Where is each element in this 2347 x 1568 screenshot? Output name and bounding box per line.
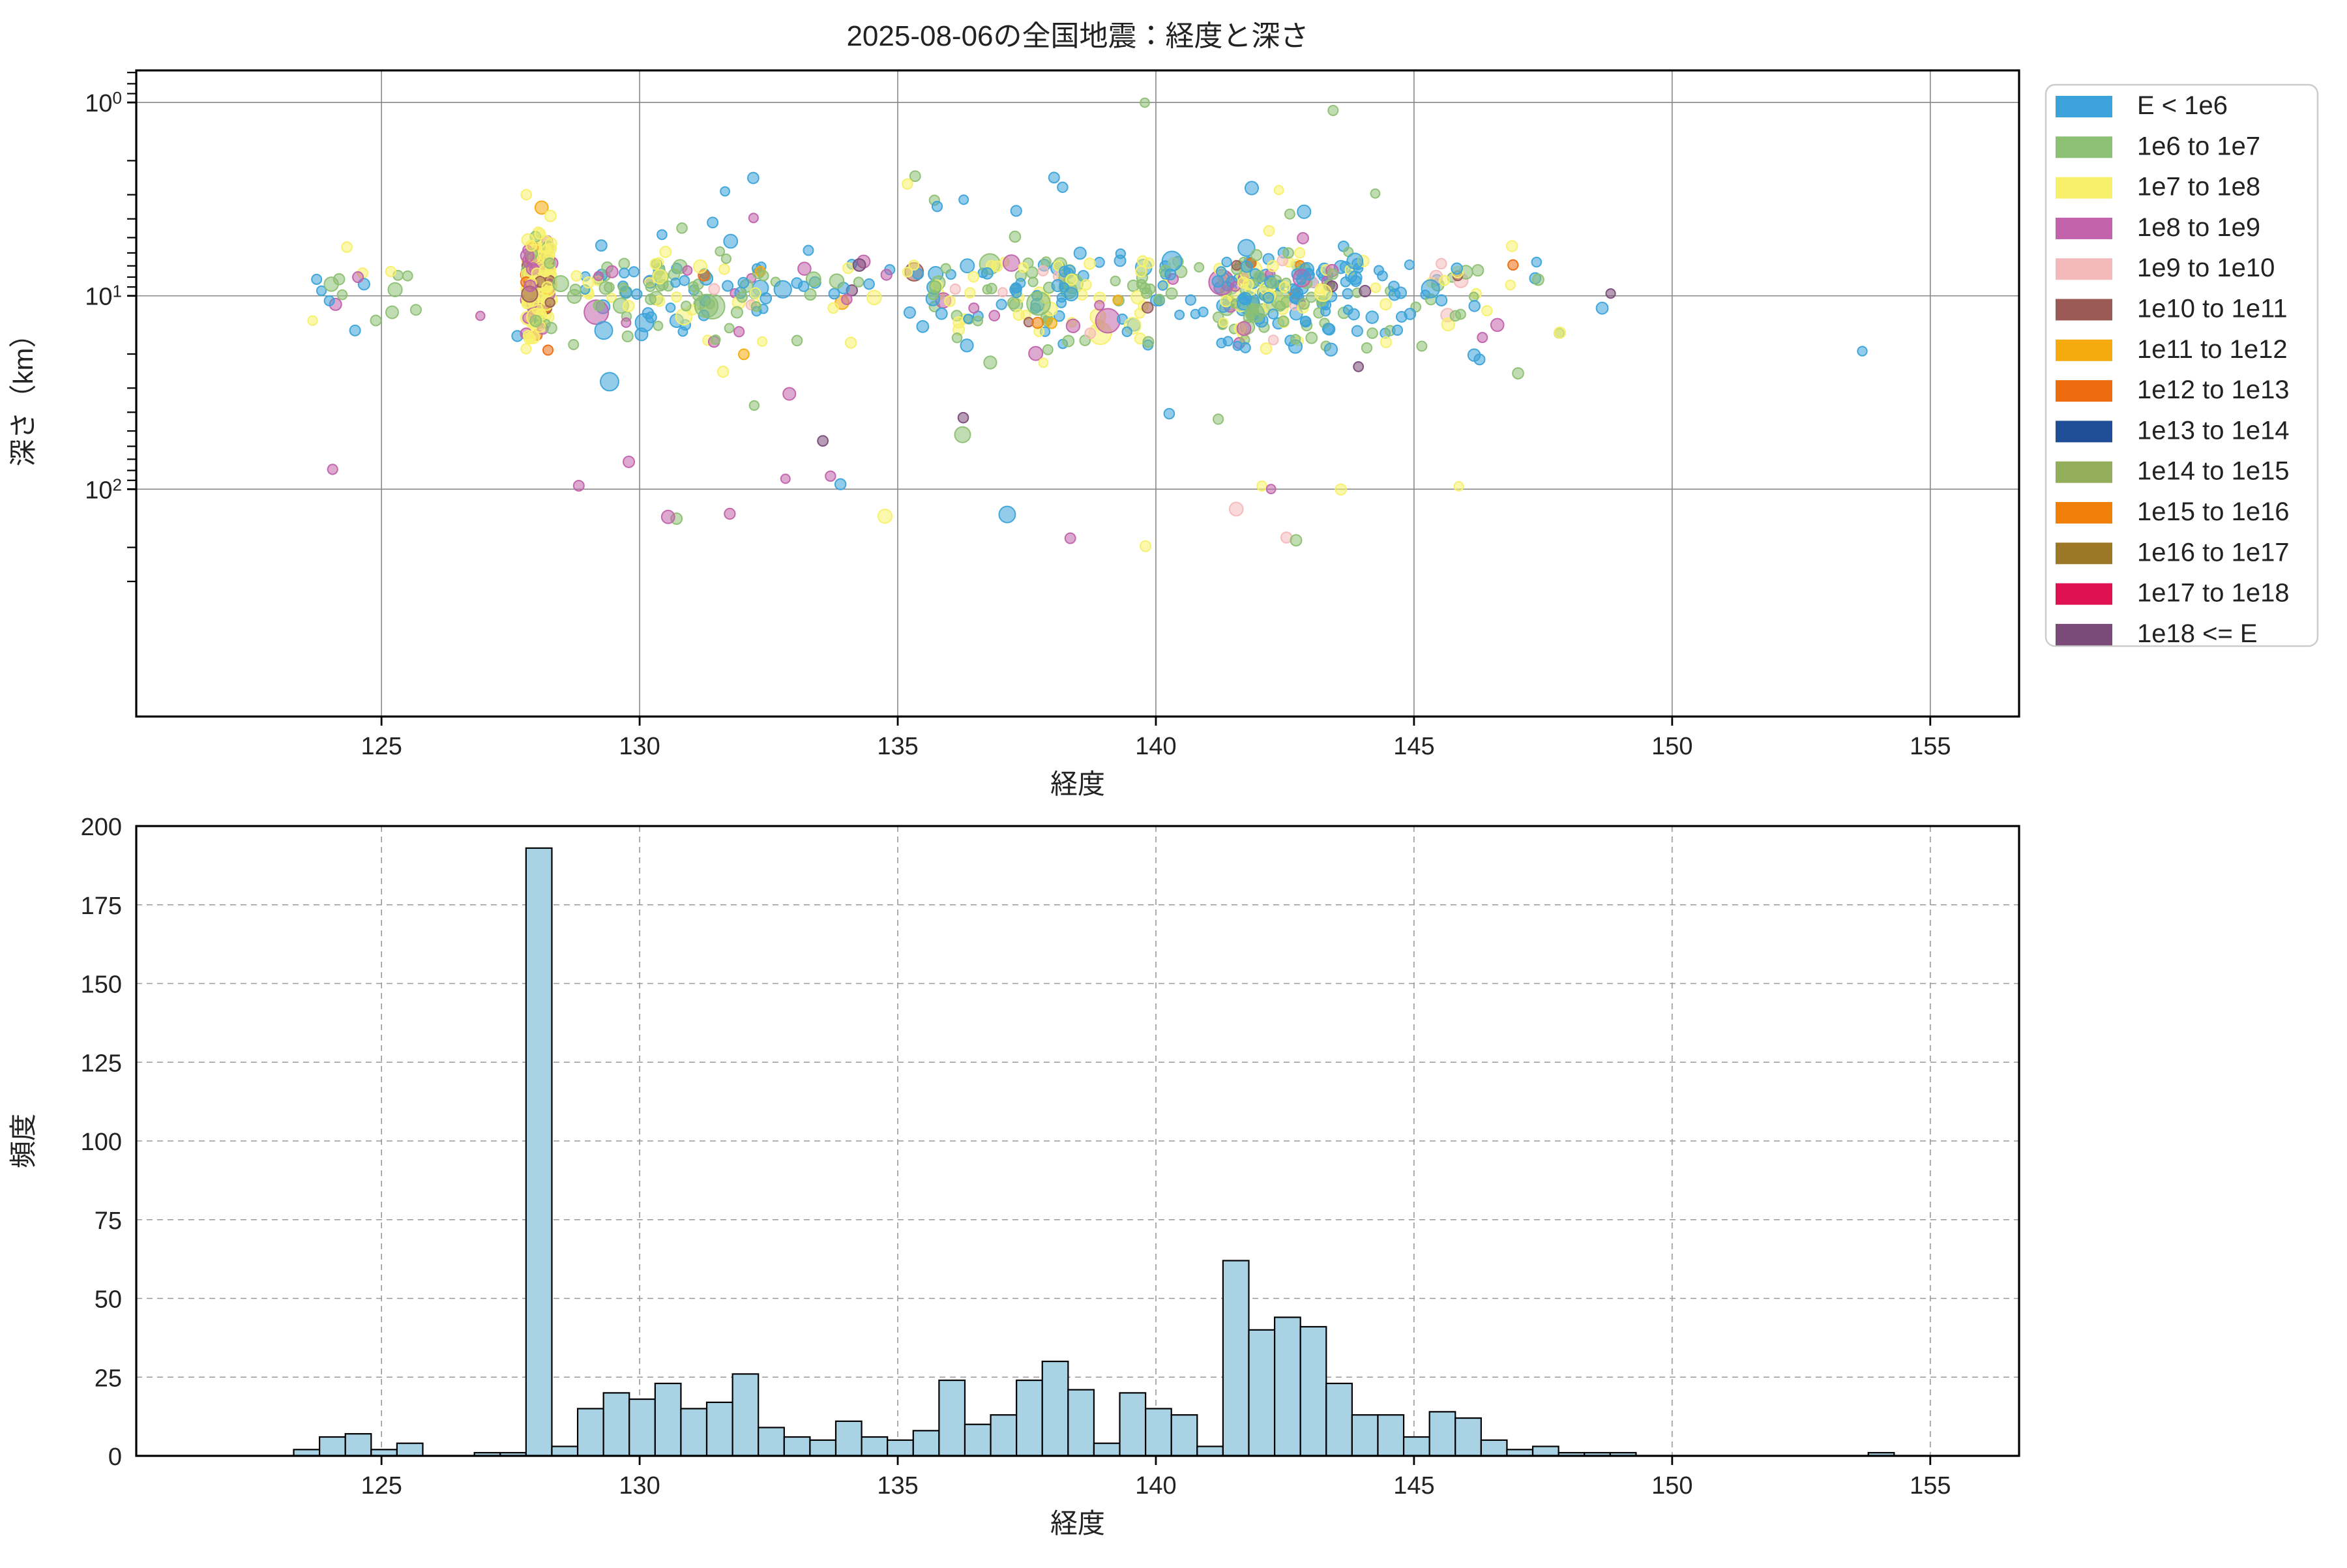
svg-text:E < 1e6: E < 1e6	[2137, 91, 2228, 120]
svg-text:200: 200	[81, 814, 122, 841]
svg-text:0: 0	[108, 1443, 122, 1471]
svg-text:経度: 経度	[1050, 1508, 1105, 1539]
svg-text:125: 125	[81, 1050, 122, 1077]
svg-text:2025-08-06の全国地震：経度と深さ: 2025-08-06の全国地震：経度と深さ	[846, 20, 1308, 52]
svg-text:145: 145	[1393, 1472, 1434, 1500]
svg-text:1e13 to 1e14: 1e13 to 1e14	[2137, 416, 2290, 445]
svg-text:1e12 to 1e13: 1e12 to 1e13	[2137, 376, 2290, 404]
svg-text:1e10 to 1e11: 1e10 to 1e11	[2137, 295, 2288, 323]
svg-text:125: 125	[361, 1472, 402, 1500]
svg-text:140: 140	[1135, 1472, 1176, 1500]
svg-text:135: 135	[877, 733, 918, 760]
svg-text:130: 130	[619, 733, 660, 760]
svg-text:1e7 to 1e8: 1e7 to 1e8	[2137, 173, 2260, 201]
svg-text:経度: 経度	[1050, 769, 1105, 799]
svg-text:150: 150	[1651, 1472, 1692, 1500]
svg-text:150: 150	[81, 971, 122, 999]
svg-text:145: 145	[1393, 733, 1434, 760]
svg-text:100: 100	[81, 1129, 122, 1156]
svg-text:1e6 to 1e7: 1e6 to 1e7	[2137, 132, 2260, 160]
svg-text:1e17 to 1e18: 1e17 to 1e18	[2137, 579, 2290, 608]
svg-text:1e14 to 1e15: 1e14 to 1e15	[2137, 457, 2290, 486]
svg-text:140: 140	[1135, 733, 1176, 760]
svg-text:130: 130	[619, 1472, 660, 1500]
svg-text:155: 155	[1910, 733, 1951, 760]
svg-text:50: 50	[95, 1286, 122, 1314]
svg-text:155: 155	[1910, 1472, 1951, 1500]
svg-text:1e8 to 1e9: 1e8 to 1e9	[2137, 213, 2260, 242]
svg-text:135: 135	[877, 1472, 918, 1500]
svg-text:1e9 to 1e10: 1e9 to 1e10	[2137, 254, 2275, 282]
svg-text:150: 150	[1651, 733, 1692, 760]
svg-text:125: 125	[361, 733, 402, 760]
svg-text:175: 175	[81, 893, 122, 920]
svg-text:1e18 <= E: 1e18 <= E	[2137, 619, 2258, 648]
svg-text:25: 25	[95, 1365, 122, 1392]
svg-text:頻度: 頻度	[8, 1114, 38, 1168]
svg-text:1e11 to 1e12: 1e11 to 1e12	[2137, 335, 2288, 364]
svg-text:1e15 to 1e16: 1e15 to 1e16	[2137, 497, 2290, 526]
svg-text:1e16 to 1e17: 1e16 to 1e17	[2137, 538, 2290, 567]
svg-text:75: 75	[95, 1207, 122, 1235]
svg-text:深さ（km）: 深さ（km）	[8, 321, 38, 467]
